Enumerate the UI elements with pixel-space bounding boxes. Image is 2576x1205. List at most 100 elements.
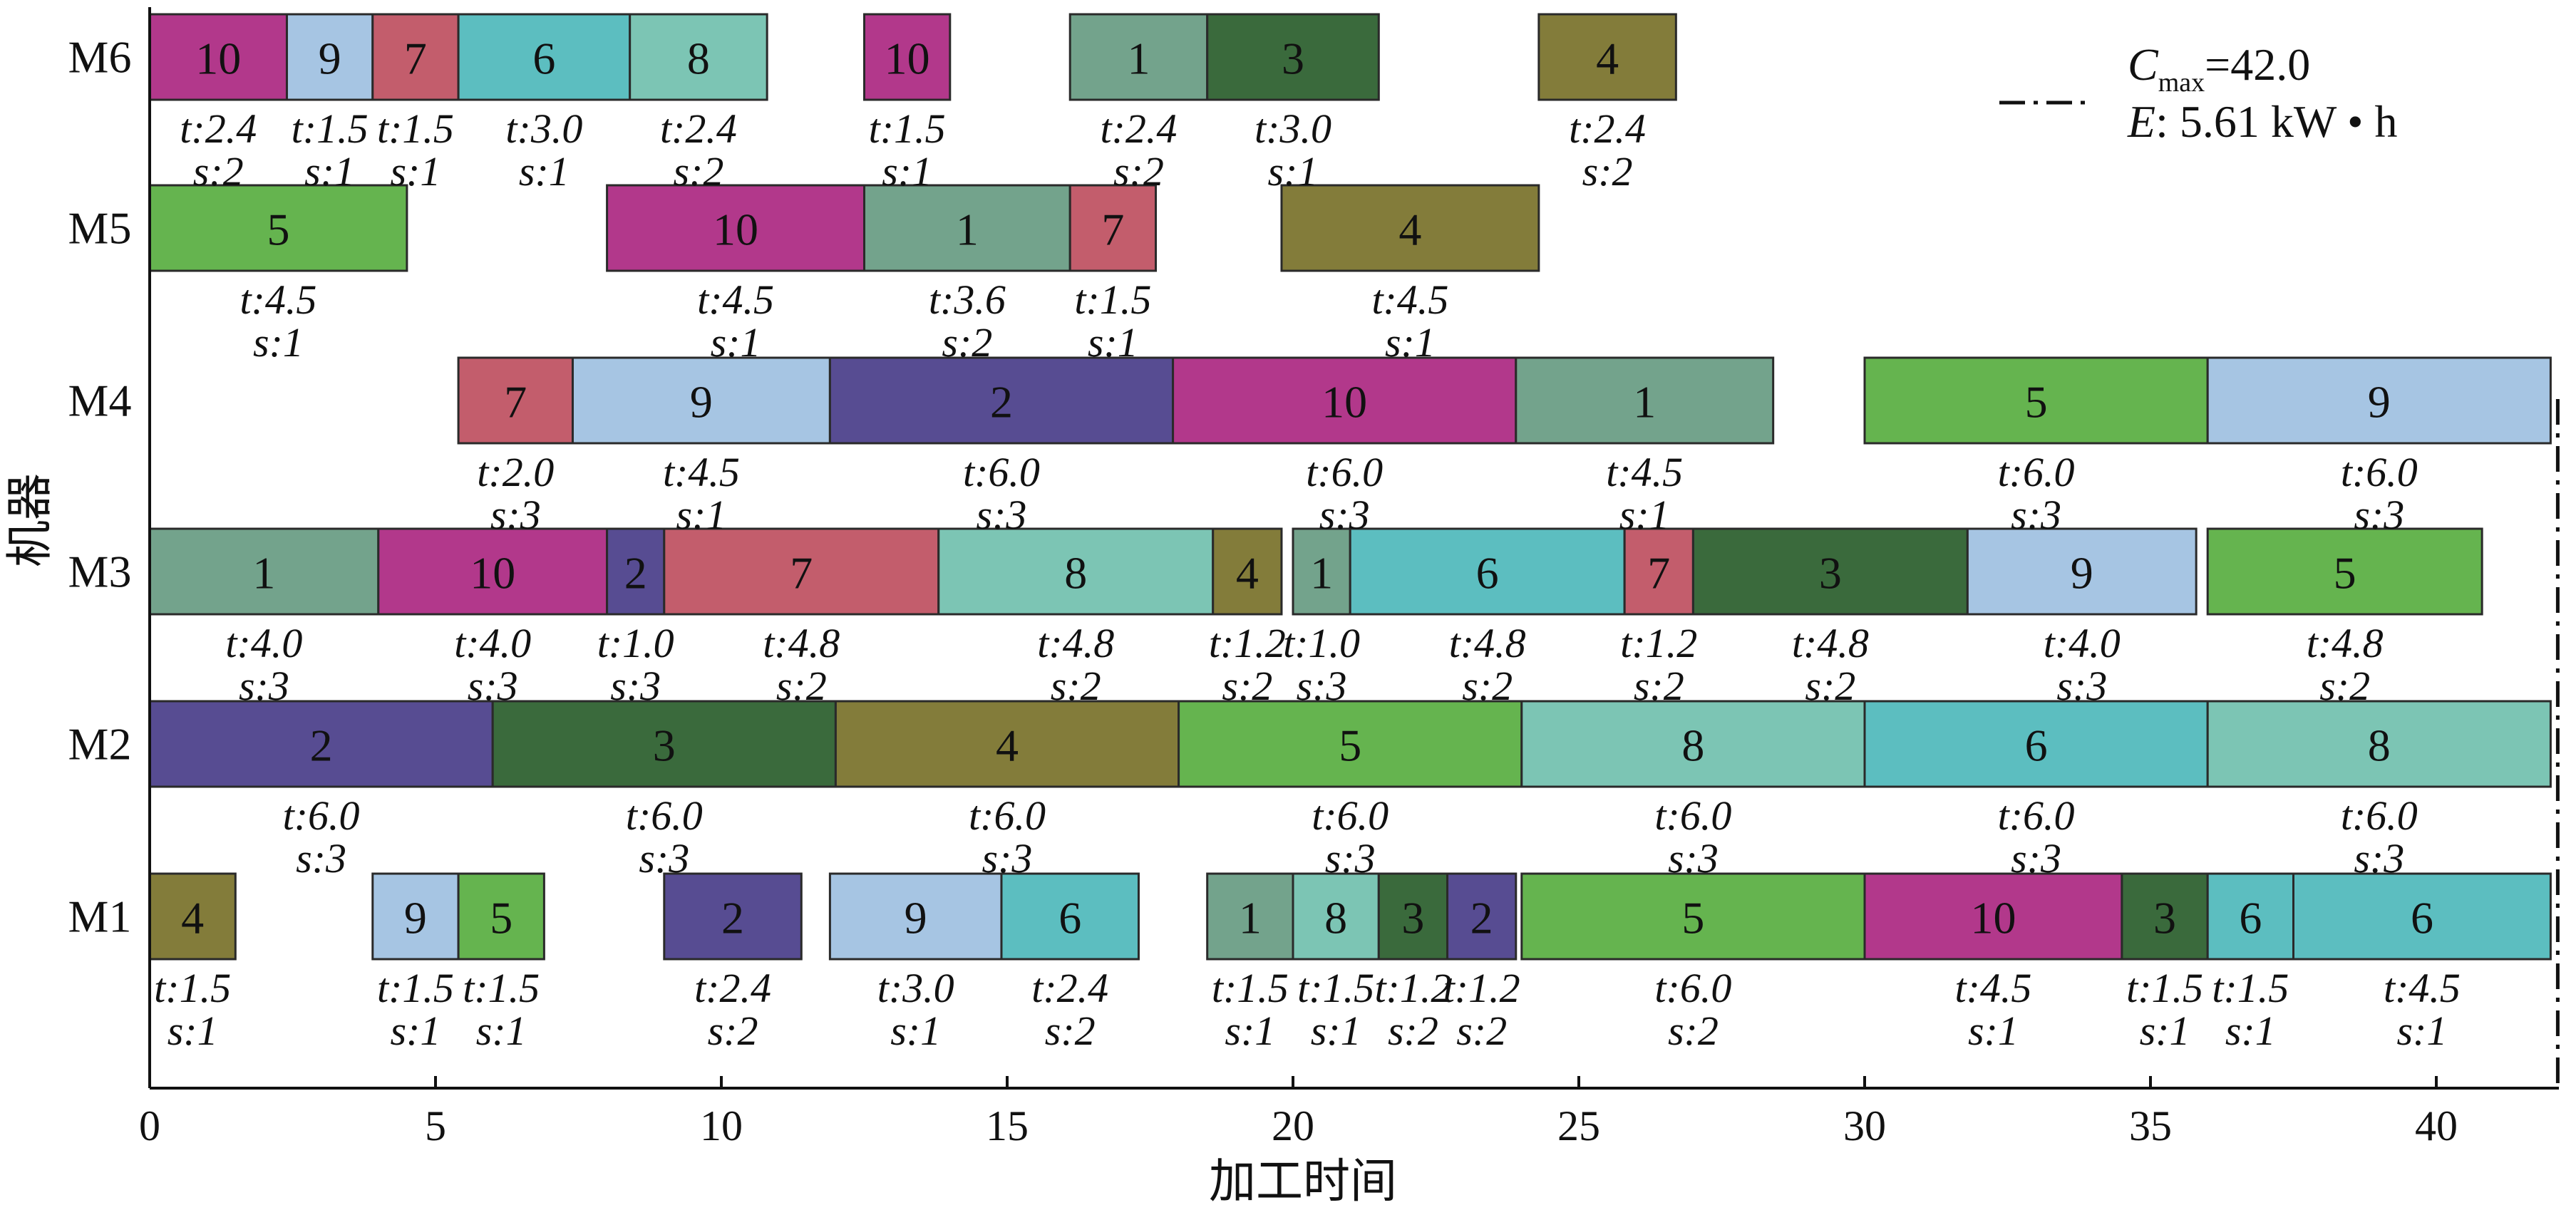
task-setup-label: s:2	[193, 148, 244, 195]
task-time-label: t:1.2	[1209, 620, 1286, 666]
legend: Cmax=42.0 E: 5.61 kW • h	[1999, 39, 2398, 147]
task-bar	[1349, 527, 1626, 616]
task-job-label: 6	[2025, 720, 2048, 771]
task-job-label: 9	[2071, 548, 2093, 599]
ticks-layer: 0 5 10 15 20 25 30 35 40	[139, 1076, 2458, 1149]
task-bar	[663, 527, 940, 616]
task-job-label: 9	[2368, 377, 2391, 428]
task-bar	[2121, 872, 2209, 961]
task-setup-label: s:2	[2319, 663, 2370, 709]
task-job-label: 10	[1322, 377, 1367, 428]
task-setup-label: s:3	[2011, 492, 2061, 538]
axes-layer	[148, 7, 2559, 1090]
task-time-label: t:4.5	[663, 449, 740, 495]
task-time-label: t:4.5	[239, 276, 316, 323]
task-job-label: 4	[1596, 33, 1619, 84]
task-setup-label: s:3	[610, 663, 661, 709]
task-setup-label: s:1	[476, 1008, 527, 1054]
task-time-label: t:6.0	[1654, 792, 1731, 839]
task-time-label: t:3.6	[929, 276, 1006, 323]
task-setup-label: s:3	[1325, 835, 1376, 881]
task-setup-label: s:2	[1388, 1008, 1438, 1054]
task-time-label: t:4.8	[1792, 620, 1869, 666]
task-job-label: 1	[252, 548, 275, 599]
task-setup-label: s:1	[390, 148, 441, 195]
task-bar	[2206, 700, 2552, 788]
task-setup-label: s:2	[1634, 663, 1684, 709]
task-job-label: 7	[1101, 205, 1124, 255]
x-tick-label: 5	[425, 1102, 446, 1149]
task-setup-label: s:3	[1319, 492, 1370, 538]
x-tick-label: 0	[139, 1102, 160, 1149]
task-bar	[491, 700, 837, 788]
task-job-label: 9	[690, 377, 713, 428]
task-bar	[148, 13, 288, 101]
task-job-label: 7	[1647, 548, 1670, 599]
task-time-label: t:4.0	[225, 620, 302, 666]
x-tick-label: 30	[1843, 1102, 1886, 1149]
task-job-label: 10	[885, 33, 930, 84]
machine-label-m3: M3	[68, 547, 132, 597]
task-bar	[1863, 356, 2209, 445]
task-job-label: 5	[267, 205, 289, 255]
task-bar	[1537, 13, 1677, 101]
task-bar	[1206, 13, 1380, 101]
task-job-label: 3	[1401, 893, 1424, 943]
task-setup-label: s:3	[2056, 663, 2107, 709]
task-bar	[1446, 872, 1518, 961]
task-job-label: 2	[1470, 893, 1493, 943]
task-bar	[1691, 527, 1969, 616]
task-bar	[1280, 184, 1540, 272]
task-bar	[377, 527, 609, 616]
task-time-label: t:4.5	[1606, 449, 1683, 495]
task-job-label: 9	[319, 33, 341, 84]
task-time-label: t:1.5	[2126, 965, 2203, 1011]
task-job-label: 3	[653, 720, 676, 771]
task-job-label: 8	[1681, 720, 1704, 771]
task-job-label: 6	[1058, 893, 1081, 943]
task-bar	[2206, 527, 2483, 616]
task-setup-label: s:1	[711, 319, 761, 366]
task-setup-label: s:3	[982, 835, 1033, 881]
task-setup-label: s:1	[2140, 1008, 2190, 1054]
task-job-label: 5	[1339, 720, 1361, 771]
task-time-label: t:6.0	[2341, 792, 2418, 839]
machines-layer: M1 M2 M3 M4 M5 M6	[68, 32, 132, 942]
task-job-label: 2	[990, 377, 1013, 428]
task-bar	[2206, 356, 2552, 445]
task-job-label: 10	[1970, 893, 2016, 943]
task-job-label: 10	[195, 33, 241, 84]
task-time-label: t:2.4	[1031, 965, 1108, 1011]
task-setup-label: s:1	[890, 1008, 941, 1054]
task-time-label: t:6.0	[283, 792, 360, 839]
legend-cmax-subscript: max	[2158, 68, 2205, 98]
task-setup-label: s:2	[1668, 1008, 1719, 1054]
task-job-label: 5	[2334, 548, 2356, 599]
task-setup-label: s:2	[1222, 663, 1272, 709]
task-setup-label: s:3	[2011, 835, 2061, 881]
task-time-label: t:1.0	[1283, 620, 1360, 666]
task-setup-label: s:2	[1462, 663, 1513, 709]
task-bar	[828, 872, 1003, 961]
task-bar	[371, 13, 460, 101]
task-setup-label: s:3	[239, 663, 289, 709]
task-bar	[1377, 872, 1449, 961]
task-time-label: t:3.0	[877, 965, 954, 1011]
task-setup-label: s:2	[673, 148, 723, 195]
task-bar	[148, 184, 408, 272]
task-job-label: 8	[687, 33, 710, 84]
task-bar	[148, 527, 380, 616]
task-bar	[285, 13, 374, 101]
task-time-label: t:4.8	[1449, 620, 1526, 666]
task-time-label: t:4.5	[2384, 965, 2461, 1011]
task-time-label: t:1.5	[869, 105, 946, 152]
task-setup-label: s:1	[676, 492, 726, 538]
task-setup-label: s:3	[1668, 835, 1719, 881]
task-setup-label: s:3	[639, 835, 689, 881]
task-setup-label: s:1	[2397, 1008, 2448, 1054]
task-time-label: t:1.5	[2212, 965, 2289, 1011]
task-setup-label: s:2	[776, 663, 827, 709]
task-setup-label: s:2	[708, 1008, 758, 1054]
y-axis-title: 机器	[2, 473, 57, 567]
task-job-label: 2	[721, 893, 744, 943]
